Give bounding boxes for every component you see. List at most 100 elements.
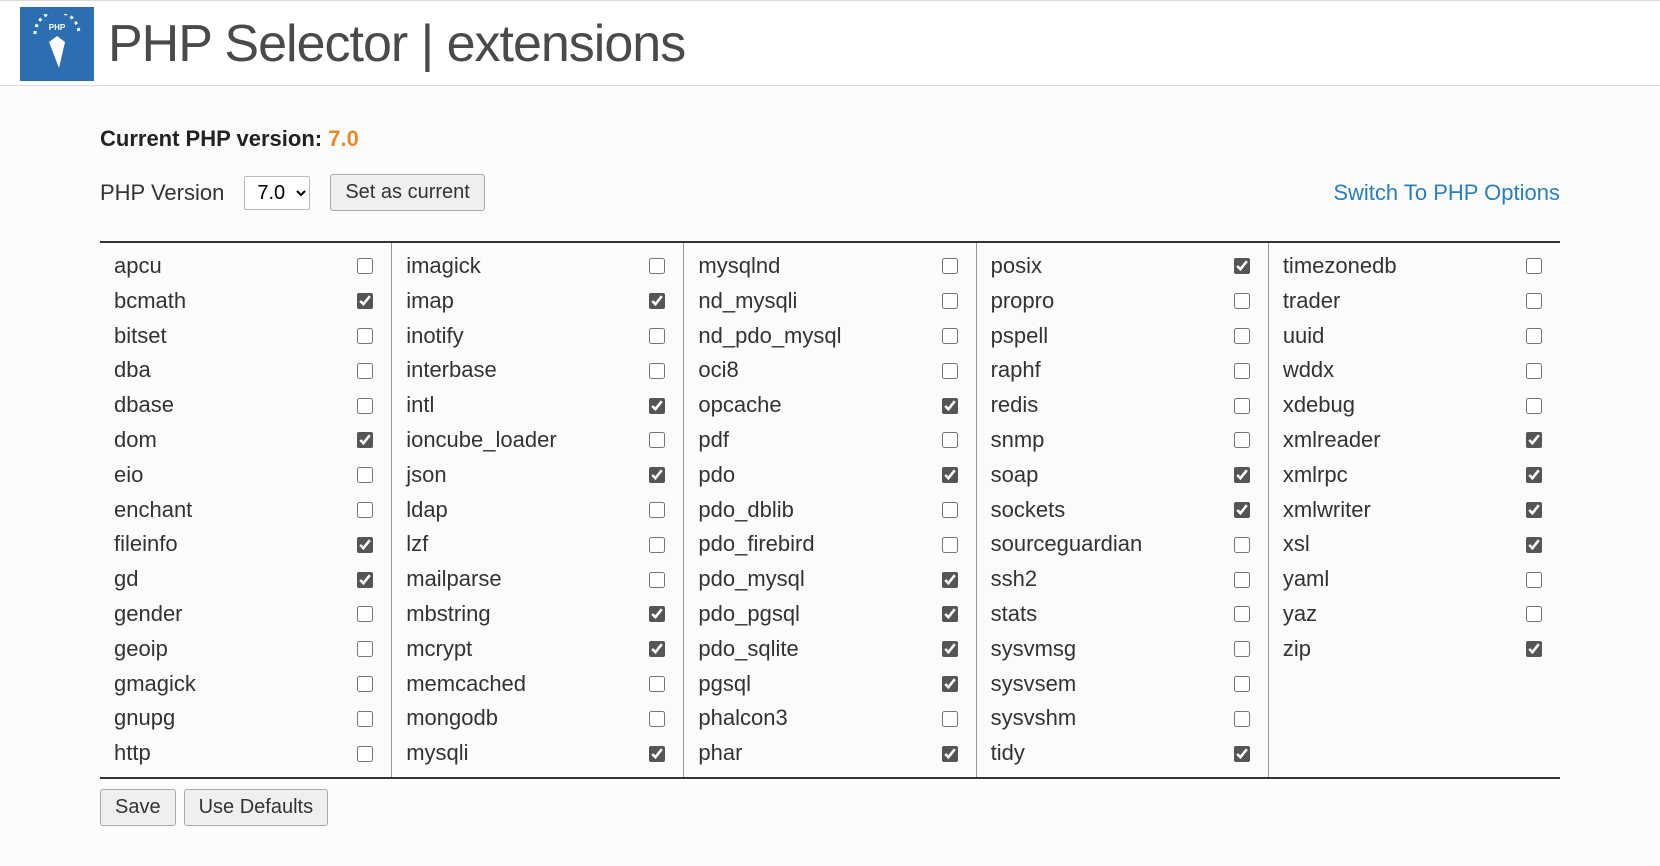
extension-checkbox[interactable] [1526,432,1542,448]
extension-checkbox[interactable] [357,641,373,657]
extension-checkbox[interactable] [1526,606,1542,622]
extension-label: mongodb [406,703,498,734]
extension-checkbox[interactable] [942,676,958,692]
extension-checkbox[interactable] [1234,293,1250,309]
extension-label: pdo_firebird [698,529,814,560]
extension-checkbox[interactable] [649,572,665,588]
extension-checkbox[interactable] [1234,258,1250,274]
extension-checkbox[interactable] [1234,746,1250,762]
extension-checkbox[interactable] [357,432,373,448]
extension-checkbox[interactable] [357,502,373,518]
extension-checkbox[interactable] [942,398,958,414]
extension-checkbox[interactable] [1526,328,1542,344]
extension-checkbox[interactable] [1234,537,1250,553]
extension-row: mailparse [392,562,683,597]
extension-checkbox[interactable] [942,467,958,483]
extension-row: bitset [100,319,391,354]
extension-checkbox[interactable] [942,572,958,588]
extension-label: opcache [698,390,781,421]
extension-checkbox[interactable] [357,676,373,692]
extension-checkbox[interactable] [942,258,958,274]
extension-checkbox[interactable] [1234,398,1250,414]
extension-row: dba [100,353,391,388]
extension-checkbox[interactable] [1234,502,1250,518]
extension-label: mysqlnd [698,251,780,282]
extension-checkbox[interactable] [1234,328,1250,344]
extension-checkbox[interactable] [357,537,373,553]
extensions-column: apcubcmathbitsetdbadbasedomeioenchantfil… [100,243,392,777]
extension-checkbox[interactable] [1526,572,1542,588]
extension-checkbox[interactable] [357,746,373,762]
extension-checkbox[interactable] [649,537,665,553]
extension-checkbox[interactable] [649,676,665,692]
extension-checkbox[interactable] [1526,293,1542,309]
extension-checkbox[interactable] [942,293,958,309]
extension-checkbox[interactable] [1234,467,1250,483]
extension-label: dbase [114,390,174,421]
save-button[interactable]: Save [100,789,176,826]
extension-checkbox[interactable] [942,363,958,379]
extension-checkbox[interactable] [942,537,958,553]
extension-checkbox[interactable] [942,641,958,657]
extension-checkbox[interactable] [1234,711,1250,727]
extension-checkbox[interactable] [649,746,665,762]
extension-checkbox[interactable] [649,606,665,622]
extension-checkbox[interactable] [1526,537,1542,553]
extension-checkbox[interactable] [1234,676,1250,692]
extension-checkbox[interactable] [649,363,665,379]
extension-checkbox[interactable] [357,606,373,622]
extension-checkbox[interactable] [357,572,373,588]
extension-checkbox[interactable] [357,398,373,414]
extension-row: gmagick [100,667,391,702]
extension-checkbox[interactable] [942,328,958,344]
set-as-current-button[interactable]: Set as current [330,174,485,211]
extension-label: ioncube_loader [406,425,556,456]
extension-label: propro [991,286,1055,317]
extension-row: intl [392,388,683,423]
extension-checkbox[interactable] [649,641,665,657]
extension-checkbox[interactable] [1234,572,1250,588]
extension-checkbox[interactable] [1526,502,1542,518]
php-version-select[interactable]: 7.0 [244,176,310,210]
extension-row: snmp [977,423,1268,458]
extension-checkbox[interactable] [357,293,373,309]
extension-checkbox[interactable] [357,258,373,274]
extension-checkbox[interactable] [1526,467,1542,483]
extensions-column: mysqlndnd_mysqlind_pdo_mysqloci8opcachep… [684,243,976,777]
extension-checkbox[interactable] [942,432,958,448]
extension-checkbox[interactable] [942,502,958,518]
extension-row: geoip [100,632,391,667]
extension-checkbox[interactable] [942,746,958,762]
extension-checkbox[interactable] [649,711,665,727]
extension-checkbox[interactable] [649,502,665,518]
extension-row: enchant [100,493,391,528]
use-defaults-button[interactable]: Use Defaults [184,789,329,826]
extension-label: pgsql [698,669,751,700]
extension-checkbox[interactable] [1526,258,1542,274]
extension-checkbox[interactable] [1234,363,1250,379]
extension-checkbox[interactable] [357,328,373,344]
extension-checkbox[interactable] [1526,398,1542,414]
extension-checkbox[interactable] [649,293,665,309]
extension-checkbox[interactable] [649,432,665,448]
extension-checkbox[interactable] [1234,432,1250,448]
extension-checkbox[interactable] [1234,606,1250,622]
extension-checkbox[interactable] [357,363,373,379]
extension-checkbox[interactable] [942,606,958,622]
extension-row: dbase [100,388,391,423]
extension-checkbox[interactable] [1526,363,1542,379]
extension-row: pdo_sqlite [684,632,975,667]
extension-checkbox[interactable] [357,711,373,727]
extension-checkbox[interactable] [649,398,665,414]
extension-checkbox[interactable] [1526,641,1542,657]
switch-options-link[interactable]: Switch To PHP Options [1333,180,1560,206]
extension-checkbox[interactable] [357,467,373,483]
extension-label: mbstring [406,599,490,630]
extension-checkbox[interactable] [942,711,958,727]
version-selector-label: PHP Version [100,180,224,206]
extension-checkbox[interactable] [649,258,665,274]
extension-checkbox[interactable] [1234,641,1250,657]
extension-checkbox[interactable] [649,467,665,483]
extension-checkbox[interactable] [649,328,665,344]
extension-row: imap [392,284,683,319]
